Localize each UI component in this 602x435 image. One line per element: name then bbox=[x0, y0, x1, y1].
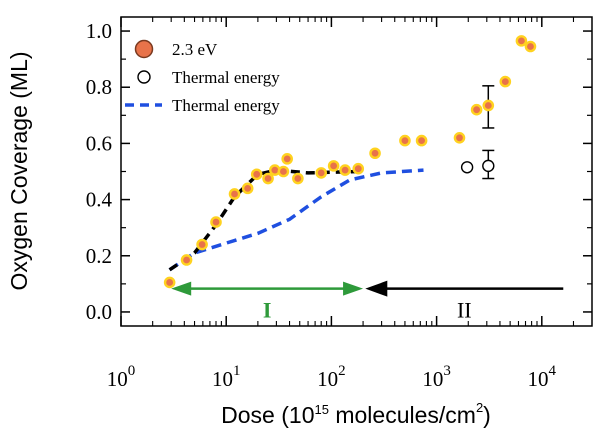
dashed-lines bbox=[168, 168, 424, 272]
y-tick-label-3: 0.6 bbox=[86, 131, 112, 155]
x-tick-label-3: 103 bbox=[422, 363, 451, 391]
data-point-2.3eV-5 bbox=[241, 182, 254, 195]
x-tick-exp: 4 bbox=[549, 363, 557, 379]
data-point-2.3eV-13 bbox=[327, 160, 340, 172]
x-tick-label-1: 101 bbox=[212, 363, 241, 391]
x-tick-label-4: 104 bbox=[528, 363, 557, 391]
data-point-2.3eV-20 bbox=[470, 103, 483, 116]
data-markers bbox=[163, 35, 537, 289]
data-point-2.3eV-7 bbox=[262, 172, 274, 185]
y-axis-title: Oxygen Coverage (ML) bbox=[6, 51, 32, 290]
data-point-thermal-1 bbox=[482, 159, 495, 173]
x-tick-exp: 3 bbox=[443, 363, 451, 379]
data-point-2.3eV-4 bbox=[228, 188, 241, 200]
x-tick-exp: 2 bbox=[338, 363, 346, 379]
data-point-2.3eV-14 bbox=[339, 164, 351, 176]
thermal-dashed-line bbox=[168, 168, 424, 272]
data-point-2.3eV-17 bbox=[399, 134, 411, 147]
x-tick-label-2: 102 bbox=[317, 363, 346, 391]
legend-marker-thermal-open bbox=[137, 70, 151, 84]
data-point-2.3eV-22 bbox=[499, 75, 512, 88]
data-point-2.3eV-12 bbox=[315, 167, 328, 179]
axis-ticks bbox=[120, 17, 592, 326]
black-dashed-fit-line bbox=[168, 168, 359, 272]
x-axis-title-sup2: 2 bbox=[476, 400, 483, 415]
y-tick-label-4: 0.8 bbox=[86, 75, 112, 99]
x-tick-label-0: 100 bbox=[107, 363, 136, 391]
data-point-2.3eV-18 bbox=[415, 134, 428, 147]
x-axis-title-sup: 15 bbox=[314, 402, 328, 417]
x-tick-exp: 0 bbox=[128, 363, 136, 379]
data-point-2.3eV-0 bbox=[163, 276, 176, 289]
data-point-2.3eV-1 bbox=[180, 254, 193, 266]
x-axis-title: Dose (1015 molecules/cm2) bbox=[221, 400, 491, 428]
y-tick-label-1: 0.2 bbox=[86, 244, 112, 268]
legend-marker-2.3eV bbox=[134, 39, 154, 59]
region-I-head-left bbox=[171, 281, 192, 296]
x-axis-title-suffix: ) bbox=[483, 402, 491, 428]
data-point-2.3eV-10 bbox=[281, 153, 293, 165]
data-point-2.3eV-9 bbox=[277, 165, 290, 178]
x-axis-title-prefix: Dose (10 bbox=[221, 402, 314, 428]
x-tick-base: 10 bbox=[422, 367, 443, 391]
region-annotations: I II bbox=[171, 280, 564, 323]
x-axis-title-mid: molecules/cm bbox=[329, 402, 476, 428]
data-point-2.3eV-3 bbox=[210, 216, 222, 228]
data-point-2.3eV-15 bbox=[352, 162, 365, 175]
legend-label-2: Thermal energy bbox=[172, 96, 280, 115]
x-tick-base: 10 bbox=[528, 367, 549, 391]
x-tick-base: 10 bbox=[317, 367, 338, 391]
data-point-2.3eV-19 bbox=[453, 131, 466, 144]
data-point-2.3eV-24 bbox=[524, 40, 537, 53]
x-tick-exp: 1 bbox=[233, 363, 241, 379]
data-point-2.3eV-2 bbox=[196, 238, 208, 251]
data-point-2.3eV-21 bbox=[482, 99, 495, 112]
legend-label-1: Thermal energy bbox=[172, 68, 280, 87]
y-tick-label-5: 1.0 bbox=[86, 19, 112, 43]
data-point-thermal-0 bbox=[460, 161, 474, 174]
data-point-2.3eV-16 bbox=[369, 147, 381, 160]
region-II-label: II bbox=[457, 298, 472, 323]
data-point-2.3eV-23 bbox=[515, 35, 528, 47]
x-tick-base: 10 bbox=[212, 367, 233, 391]
y-tick-label-0: 0.0 bbox=[86, 300, 112, 324]
data-point-2.3eV-6 bbox=[250, 168, 263, 181]
data-point-2.3eV-11 bbox=[292, 172, 304, 185]
legend: 2.3 eV Thermal energy Thermal energy bbox=[125, 39, 280, 115]
region-I-head-right bbox=[343, 281, 364, 296]
x-tick-base: 10 bbox=[107, 367, 128, 391]
region-II-head-left bbox=[365, 280, 388, 297]
region-I-label: I bbox=[263, 298, 272, 323]
y-tick-label-2: 0.4 bbox=[86, 188, 113, 212]
legend-label-0: 2.3 eV bbox=[172, 40, 218, 59]
